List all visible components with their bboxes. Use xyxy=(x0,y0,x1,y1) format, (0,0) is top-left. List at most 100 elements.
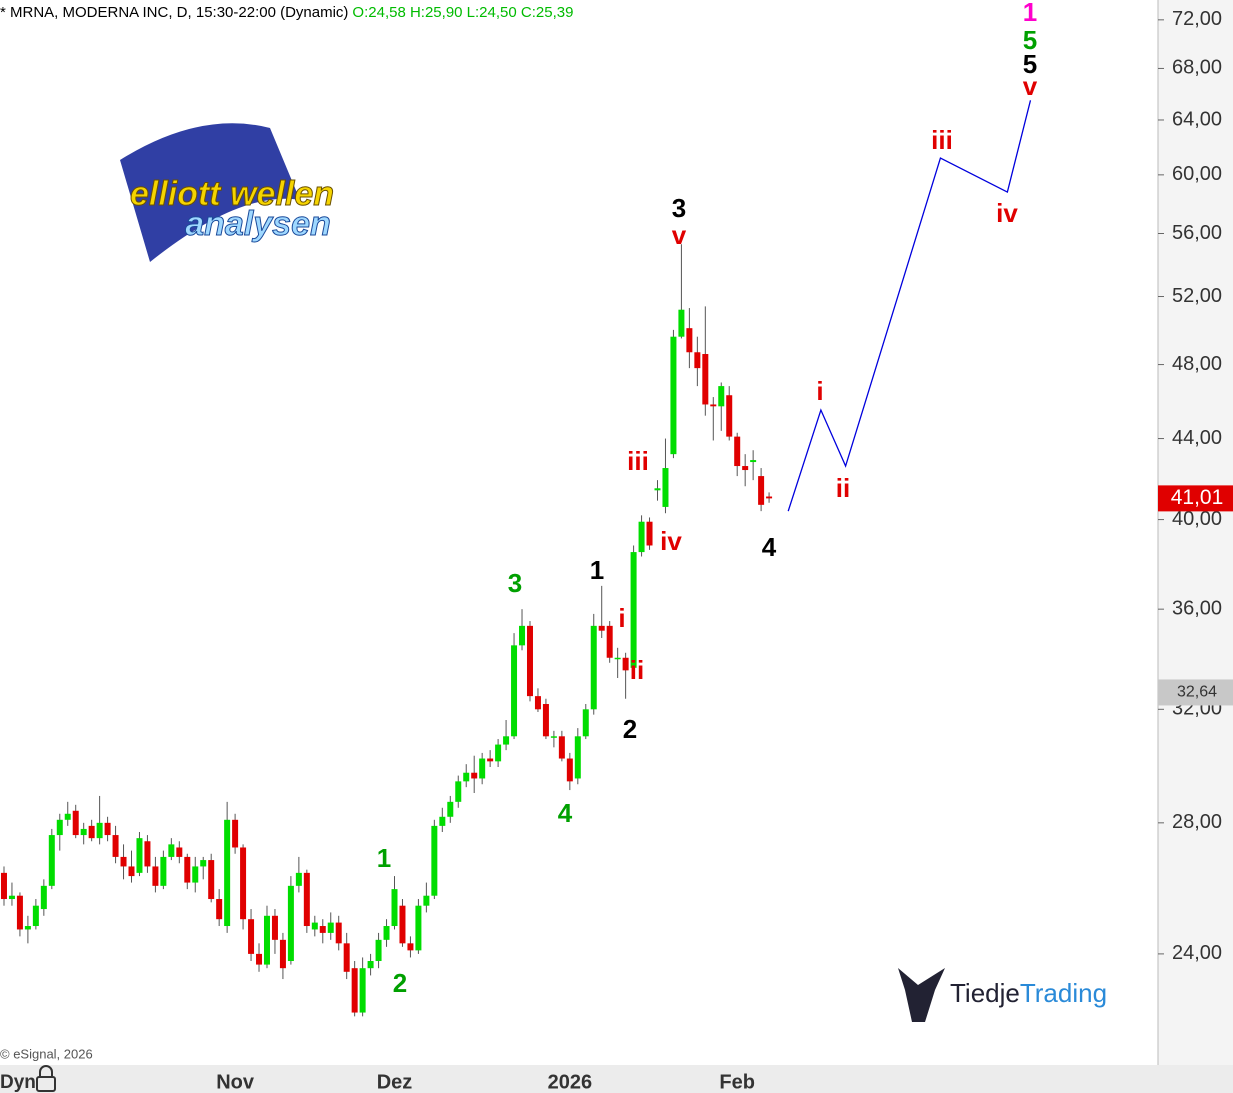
wave-label: v xyxy=(672,220,687,250)
candle-body xyxy=(519,625,526,646)
wave-label: 1 xyxy=(1023,0,1037,27)
price-badge xyxy=(1158,679,1233,706)
logo-text: elliott wellen xyxy=(130,175,334,213)
candle-body xyxy=(351,968,358,1013)
candle-body xyxy=(423,895,430,906)
candle-body xyxy=(678,309,685,337)
candle-body xyxy=(184,856,191,883)
y-tick-label: 24,00 xyxy=(1172,942,1222,964)
header: * MRNA, MODERNA INC, D, 15:30-22:00 (Dyn… xyxy=(0,4,573,21)
candle-body xyxy=(574,736,581,779)
candle-body xyxy=(718,386,725,407)
x-tick-label: Nov xyxy=(216,1071,255,1093)
y-tick-label: 28,00 xyxy=(1172,811,1222,833)
wave-label: 3 xyxy=(508,568,522,598)
candle-body xyxy=(287,885,294,962)
candle-body xyxy=(271,915,278,940)
wave-label: v xyxy=(1023,71,1038,101)
wave-label: 4 xyxy=(762,532,777,562)
candle-body xyxy=(224,819,231,927)
candle-body xyxy=(263,915,270,965)
wave-label: 5 xyxy=(1023,49,1037,79)
candle-body xyxy=(487,758,494,762)
candle-body xyxy=(503,736,510,745)
candle-body xyxy=(359,968,366,1013)
candle-body xyxy=(750,460,757,463)
candle-body xyxy=(248,919,255,954)
candle-body xyxy=(64,813,71,820)
candle-body xyxy=(662,468,669,507)
candle-body xyxy=(327,922,334,933)
wave-label: i xyxy=(816,376,823,406)
y-tick-label: 40,00 xyxy=(1172,508,1222,530)
candle-body xyxy=(614,657,621,660)
candle-body xyxy=(136,838,143,873)
logo-text: TiedjeTrading xyxy=(950,978,1107,1008)
candle-body xyxy=(726,395,733,437)
candle-body xyxy=(0,872,7,900)
candle-body xyxy=(279,939,286,969)
candle-body xyxy=(335,922,342,944)
candle-body xyxy=(566,758,573,782)
tiedje-logo: TiedjeTrading xyxy=(898,968,1107,1022)
candle-body xyxy=(88,825,95,839)
candle-body xyxy=(216,899,223,920)
candle-body xyxy=(630,552,637,668)
candle-body xyxy=(80,828,87,836)
candle-body xyxy=(168,844,175,857)
candle-body xyxy=(654,488,661,491)
candle-body xyxy=(734,436,741,467)
logo-text: analysen xyxy=(185,205,331,243)
y-tick-label: 68,00 xyxy=(1172,57,1222,79)
candle-body xyxy=(542,704,549,737)
y-tick-label: 48,00 xyxy=(1172,353,1222,375)
candle-body xyxy=(256,953,263,965)
candle-body xyxy=(526,625,533,697)
candle-body xyxy=(622,657,629,671)
copyright: © eSignal, 2026 xyxy=(0,1046,93,1061)
wave-label: i xyxy=(618,603,625,633)
wave-label: iv xyxy=(996,198,1018,228)
candle-body xyxy=(455,781,462,802)
y-tick-label: 56,00 xyxy=(1172,222,1222,244)
wave-label: ii xyxy=(836,473,850,503)
x-tick-label: 2026 xyxy=(548,1071,593,1093)
candle-body xyxy=(550,736,557,738)
projection-line xyxy=(787,100,1032,512)
candle-body xyxy=(303,872,310,927)
wave-label: 5 xyxy=(1023,25,1037,55)
wave-label: ii xyxy=(630,655,644,685)
candle-body xyxy=(343,943,350,972)
candle-body xyxy=(558,736,565,759)
mode-button[interactable]: Dyn xyxy=(0,1072,36,1093)
candle-body xyxy=(72,810,79,836)
wave-label: iv xyxy=(660,526,682,556)
candle-body xyxy=(8,895,15,900)
candle-body xyxy=(96,822,103,839)
candle-body xyxy=(152,866,159,886)
wave-label: 3 xyxy=(672,193,686,223)
candle-body xyxy=(495,744,502,762)
candle-body xyxy=(766,496,773,499)
price-axis-panel xyxy=(1158,0,1233,1065)
candle-body xyxy=(144,841,151,867)
ohlc: O:24,58 H:25,90 L:24,50 C:25,39 xyxy=(352,4,573,21)
candle-body xyxy=(439,816,446,826)
y-tick-label: 52,00 xyxy=(1172,285,1222,307)
candle-body xyxy=(192,866,199,883)
wave-label: iii xyxy=(931,125,953,155)
candle-body xyxy=(311,922,318,930)
price-badge xyxy=(1158,485,1233,512)
candle-body xyxy=(24,926,31,930)
candle-body xyxy=(319,926,326,933)
x-tick-label: Dez xyxy=(377,1071,413,1093)
wave-label: 2 xyxy=(623,714,637,744)
wave-label: iii xyxy=(627,446,649,476)
candle-body xyxy=(375,939,382,962)
candle-body xyxy=(758,476,765,505)
candle-body xyxy=(407,943,414,951)
wave-label: 1 xyxy=(590,555,604,585)
candle-body xyxy=(646,521,653,546)
candle-body xyxy=(686,328,693,353)
